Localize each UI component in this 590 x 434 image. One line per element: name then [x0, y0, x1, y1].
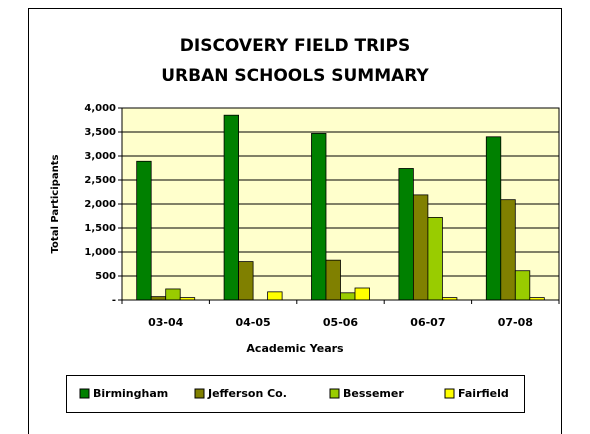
y-tick-label: 2,500: [84, 175, 116, 186]
bar: [500, 199, 516, 301]
y-tick-label: 1,500: [84, 223, 116, 234]
bar: [485, 136, 502, 301]
bar: [223, 114, 239, 301]
legend-swatch: [444, 388, 455, 399]
bar: [150, 296, 167, 301]
x-tick-label: 03-04: [148, 316, 184, 329]
chart-title: DISCOVERY FIELD TRIPS: [180, 36, 410, 56]
bar: [165, 288, 181, 301]
y-tick-label: 500: [95, 271, 116, 282]
legend-label: Bessemer: [343, 387, 404, 400]
x-axis-label: Academic Years: [246, 342, 344, 355]
y-tick-label: 3,500: [84, 127, 116, 138]
legend-label: Jefferson Co.: [207, 387, 287, 400]
bar: [514, 270, 531, 301]
y-tick-label: 4,000: [84, 103, 116, 114]
bar: [427, 217, 443, 301]
x-tick-label: 07-08: [498, 316, 533, 329]
bar: [238, 261, 254, 301]
bar: [398, 168, 414, 301]
x-tick-label: 05-06: [323, 316, 359, 329]
bar: [267, 291, 283, 301]
bar: [325, 259, 341, 301]
y-tick-label: 3,000: [84, 151, 116, 162]
legend-swatch: [329, 388, 340, 399]
legend-label: Birmingham: [93, 387, 168, 400]
bar: [136, 160, 152, 301]
bar: [340, 292, 356, 301]
x-tick-label: 04-05: [236, 316, 271, 329]
legend-swatch: [79, 388, 90, 399]
legend-label: Fairfield: [458, 387, 509, 400]
y-tick-label: -: [112, 295, 116, 306]
y-axis-label: Total Participants: [50, 155, 61, 254]
y-tick-label: 2,000: [84, 199, 116, 210]
x-tick-label: 06-07: [410, 316, 445, 329]
legend-swatch: [194, 388, 205, 399]
chart-title: URBAN SCHOOLS SUMMARY: [161, 66, 429, 86]
y-tick-label: 1,000: [84, 247, 116, 258]
bar: [311, 133, 327, 301]
bar: [354, 287, 370, 301]
bar: [412, 194, 429, 301]
